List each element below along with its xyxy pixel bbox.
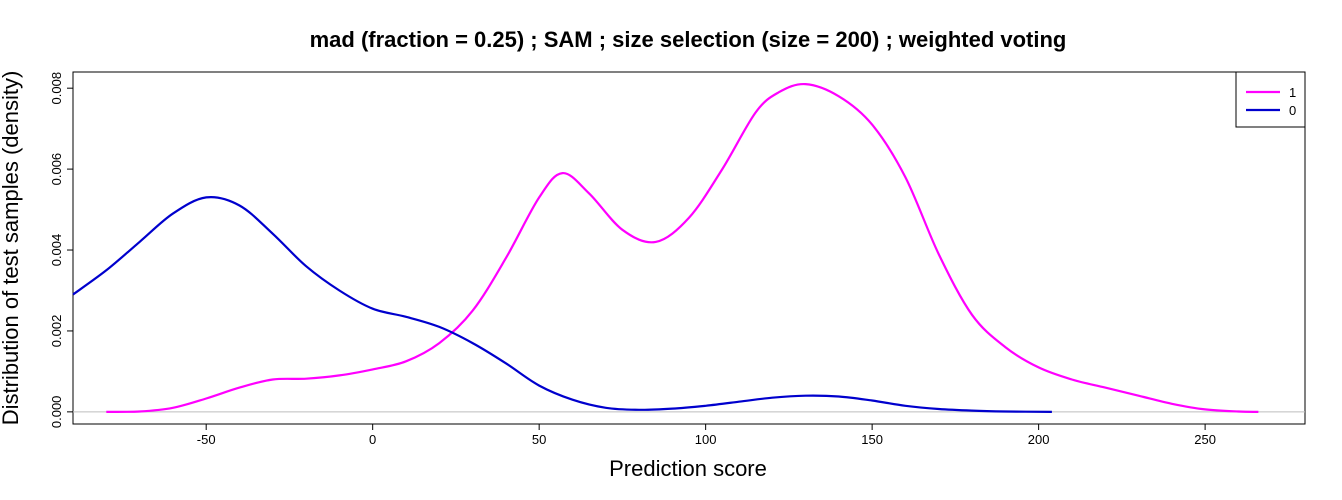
x-axis-label: Prediction score [609, 456, 767, 481]
x-tick-label: 200 [1028, 432, 1050, 447]
y-tick-label: 0.008 [49, 72, 64, 105]
x-tick-label: 50 [532, 432, 546, 447]
x-tick-label: 0 [369, 432, 376, 447]
legend: 10 [1235, 71, 1306, 128]
x-tick-label: 100 [695, 432, 717, 447]
series-line-1 [106, 82, 1259, 413]
y-tick-label: 0.002 [49, 315, 64, 348]
x-tick-label: -50 [197, 432, 216, 447]
y-tick-label: 0.006 [49, 153, 64, 186]
plot-frame [72, 71, 1306, 425]
series-layer [72, 82, 1259, 413]
legend-label-1: 1 [1289, 85, 1296, 100]
legend-box [1235, 71, 1306, 128]
y-axis-label: Distribution of test samples (density) [0, 71, 23, 426]
y-axis: 0.000 0.002 0.004 0.006 0.008 [49, 72, 73, 428]
x-tick-label: 250 [1194, 432, 1216, 447]
legend-label-0: 0 [1289, 103, 1296, 118]
y-tick-label: 0.000 [49, 396, 64, 429]
chart-title: mad (fraction = 0.25) ; SAM ; size selec… [310, 27, 1067, 52]
y-tick-label: 0.004 [49, 234, 64, 267]
x-axis: -50 0 50 100 150 200 250 [197, 424, 1216, 447]
series-line-0 [72, 196, 1052, 413]
x-tick-label: 150 [861, 432, 883, 447]
